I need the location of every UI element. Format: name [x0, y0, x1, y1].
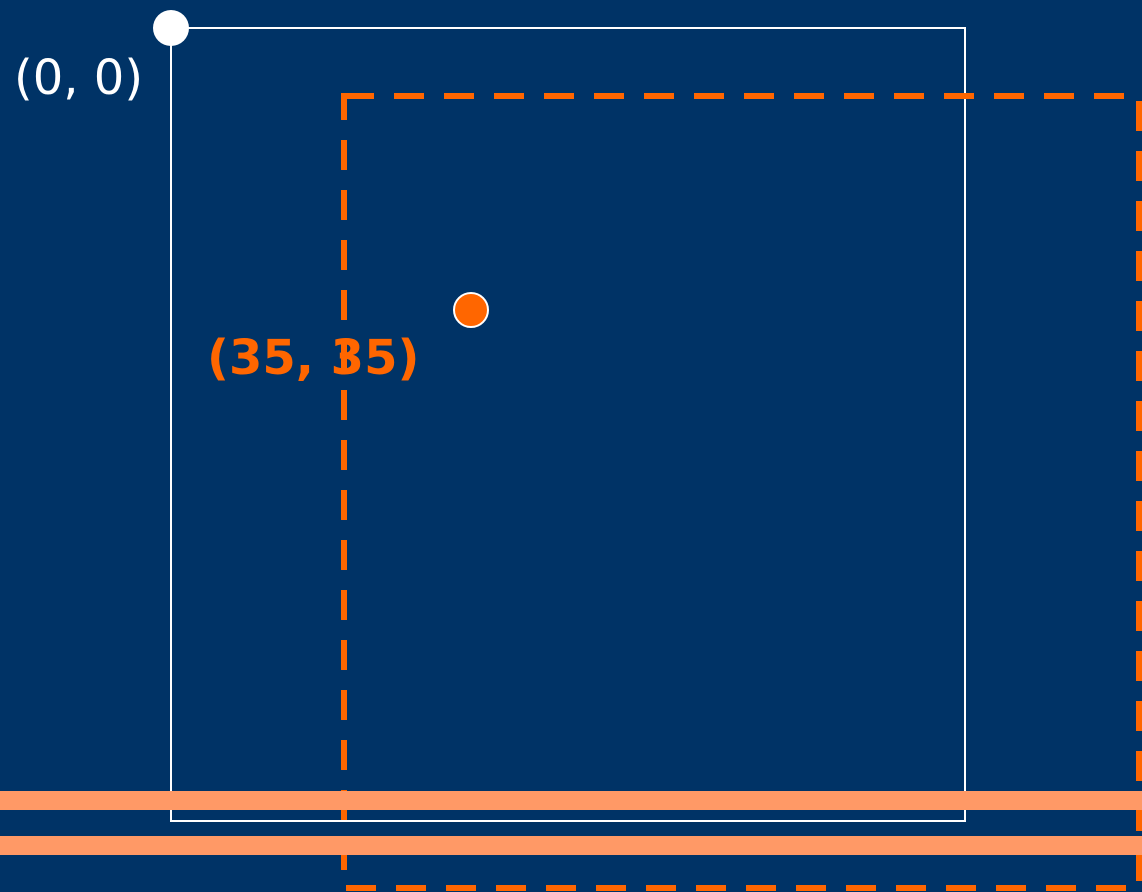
target-point	[453, 292, 489, 328]
offset-dashed-square	[341, 93, 1142, 891]
target-point-label: (35, 35)	[207, 330, 419, 386]
stripe-lower	[0, 836, 1142, 855]
stripe-upper	[0, 791, 1142, 810]
reference-square	[170, 27, 966, 822]
origin-point	[153, 10, 189, 46]
origin-label: (0, 0)	[14, 50, 143, 106]
